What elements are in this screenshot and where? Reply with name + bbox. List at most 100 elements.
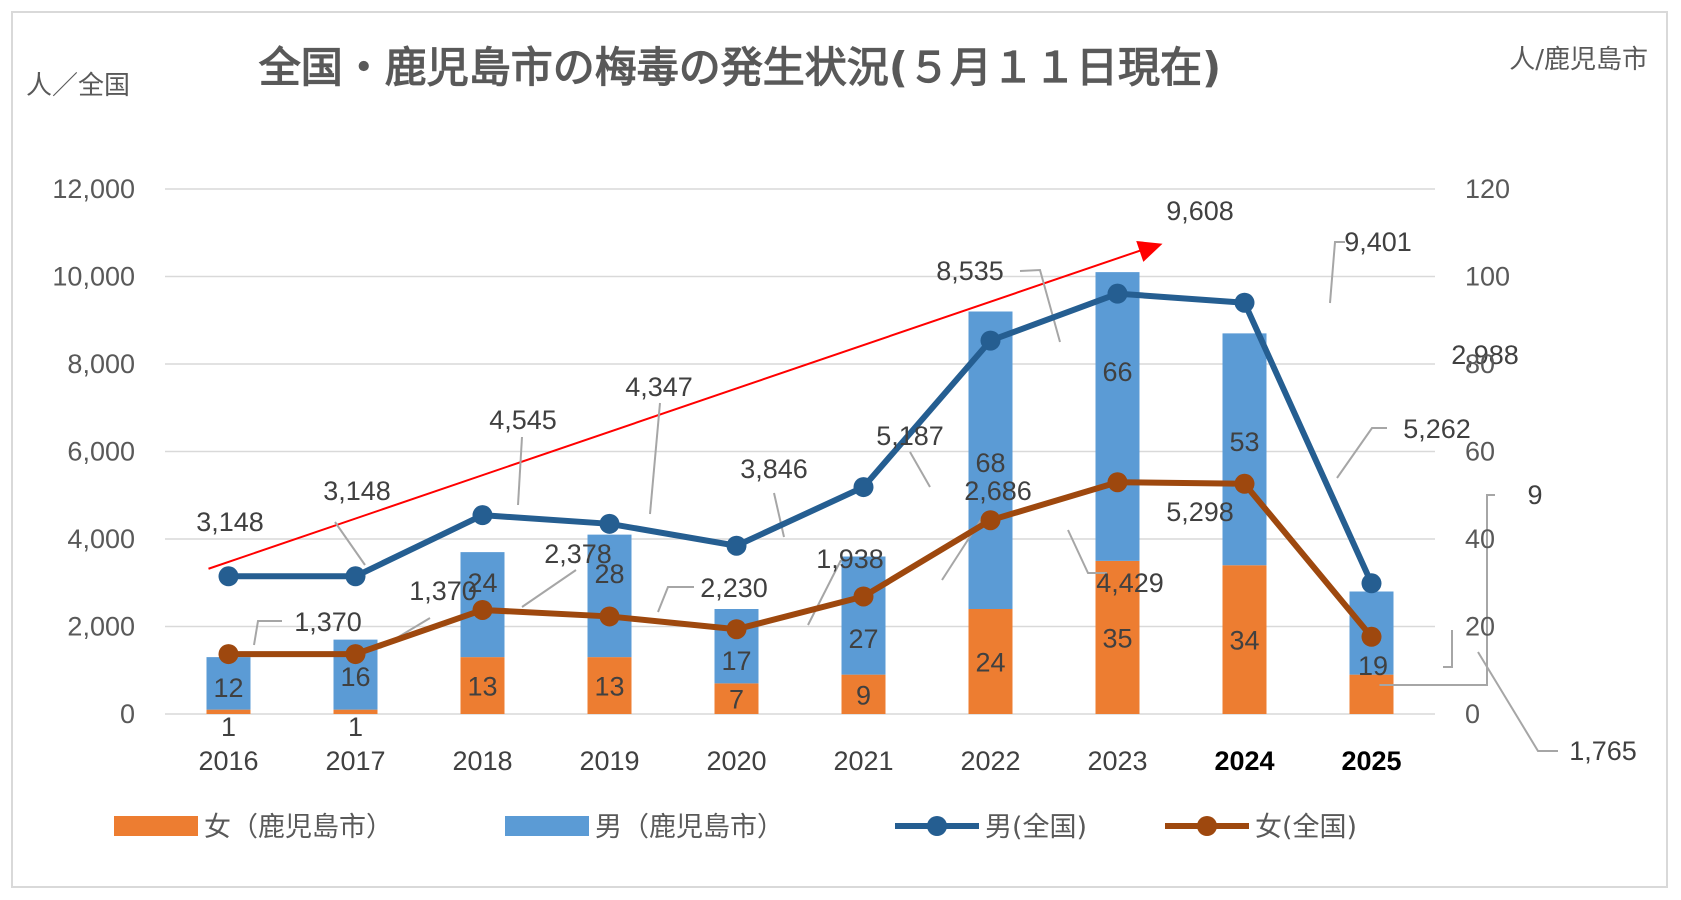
legend-marker (927, 816, 947, 836)
leader-line (807, 559, 842, 626)
bar-female-kagoshima (714, 683, 759, 714)
line-female-national (228, 479, 1374, 658)
leader-line (773, 492, 785, 538)
point-male-national (599, 513, 620, 534)
right-axis-unit: 人/鹿児島市 (1509, 45, 1648, 75)
data-label-female-national: 5,298 (1166, 497, 1234, 527)
right-axis-tick: 80 (1465, 349, 1495, 379)
bar-female-kagoshima (333, 709, 378, 714)
bar-label-male: 17 (721, 646, 751, 676)
bar-male-kagoshima (587, 534, 632, 658)
bar-male-kagoshima (1222, 333, 1267, 566)
legend-swatch (505, 816, 589, 836)
point-male-national (726, 535, 747, 556)
data-label-male-national: 5,187 (876, 421, 944, 451)
leader-line (253, 620, 282, 646)
point-female-national (1234, 473, 1255, 494)
data-label-male-national: 4,545 (489, 405, 557, 435)
bar-label-female: 35 (1102, 623, 1132, 653)
legend-label: 女(全国) (1255, 812, 1357, 843)
point-female-national (1361, 626, 1382, 647)
left-axis-tick: 4,000 (67, 524, 135, 554)
point-male-national (472, 505, 493, 526)
legend-marker (1197, 816, 1217, 836)
data-label-female-national: 1,370 (294, 607, 362, 637)
data-label-male-national: 9,401 (1344, 227, 1412, 257)
right-axis-tick: 20 (1465, 612, 1495, 642)
data-label-female-national: 1,765 (1569, 736, 1637, 766)
x-axis-tick: 2020 (706, 746, 766, 776)
bar-male-kagoshima (1095, 272, 1140, 561)
leader-line (521, 569, 577, 608)
x-axis-tick: 2019 (579, 746, 639, 776)
left-axis-tick: 2,000 (67, 612, 135, 642)
point-female-national (726, 619, 747, 640)
point-female-national (599, 606, 620, 627)
point-male-national (345, 566, 366, 587)
bar-label-male: 28 (594, 559, 624, 589)
bar-label-female: 1 (348, 712, 363, 742)
leader-line (1329, 241, 1345, 304)
point-male-national (1234, 292, 1255, 313)
bar-label-male: 19 (1358, 651, 1388, 681)
x-axis-tick: 2025 (1341, 746, 1401, 776)
bar-label-female: 13 (467, 672, 497, 702)
right-axis-tick: 0 (1465, 699, 1480, 729)
data-label-female-national: 2,378 (544, 539, 612, 569)
data-label-female-national: 1,370 (409, 576, 477, 606)
right-axis-tick: 60 (1465, 437, 1495, 467)
right-axis-tick: 100 (1465, 262, 1510, 292)
point-female-national (980, 510, 1001, 531)
data-label-male-national: 4,347 (625, 372, 693, 402)
bar-female-kagoshima (968, 609, 1013, 714)
leader-line (1067, 529, 1107, 574)
bar-label-female: 34 (1229, 626, 1259, 656)
bar-female-kagoshima (1222, 565, 1267, 714)
line-male-national (228, 290, 1375, 585)
data-label-female-national: 4,429 (1096, 568, 1164, 598)
point-male-national (980, 330, 1001, 351)
x-axis-tick: 2022 (960, 746, 1020, 776)
bar-label-female: 9 (856, 680, 871, 710)
bar-female-kagoshima (206, 709, 251, 714)
bar-label-male: 16 (340, 662, 370, 692)
bar-label-male: 66 (1102, 357, 1132, 387)
data-label-female-national: 2,230 (700, 573, 768, 603)
x-axis-tick: 2021 (833, 746, 893, 776)
bar-label-female: 7 (729, 685, 744, 715)
data-label-male-national: 8,535 (936, 256, 1004, 286)
chart-frame (11, 11, 1668, 888)
left-axis-tick: 12,000 (52, 174, 135, 204)
left-axis-unit: 人／全国 (26, 71, 130, 101)
point-female-national (218, 644, 239, 665)
point-female-national (1107, 472, 1128, 493)
point-male-national (218, 566, 239, 587)
left-axis-tick: 8,000 (67, 349, 135, 379)
bar-label-male: 53 (1229, 427, 1259, 457)
data-label-female-national: 1,938 (816, 544, 884, 574)
chart-title: 全国・鹿児島市の梅毒の発生状況(５月１１日現在) (258, 43, 1221, 92)
bar-label-male: 68 (975, 448, 1005, 478)
point-male-national (853, 477, 874, 498)
legend-label: 男（鹿児島市） (595, 812, 784, 843)
leader-line (334, 521, 366, 566)
legend-swatch (114, 816, 198, 836)
leader-line (1379, 494, 1495, 686)
point-female-national (853, 586, 874, 607)
left-axis-tick: 6,000 (67, 437, 135, 467)
bar-label-female: 24 (975, 648, 1005, 678)
left-axis-tick: 10,000 (52, 262, 135, 292)
point-male-national (1361, 573, 1382, 594)
data-label-male-national: 9,608 (1166, 196, 1234, 226)
leader-line (649, 402, 661, 515)
leader-line (1443, 630, 1453, 668)
leader-line (517, 436, 523, 506)
bar-label-male: 27 (848, 624, 878, 654)
x-axis-tick: 2017 (325, 746, 385, 776)
point-male-national (1107, 283, 1128, 304)
bar-female-kagoshima (460, 657, 505, 714)
x-axis-tick: 2024 (1214, 746, 1274, 776)
bar-label-female: 1 (221, 712, 236, 742)
point-female-national (345, 644, 366, 665)
trend-arrow-line (208, 244, 1155, 570)
